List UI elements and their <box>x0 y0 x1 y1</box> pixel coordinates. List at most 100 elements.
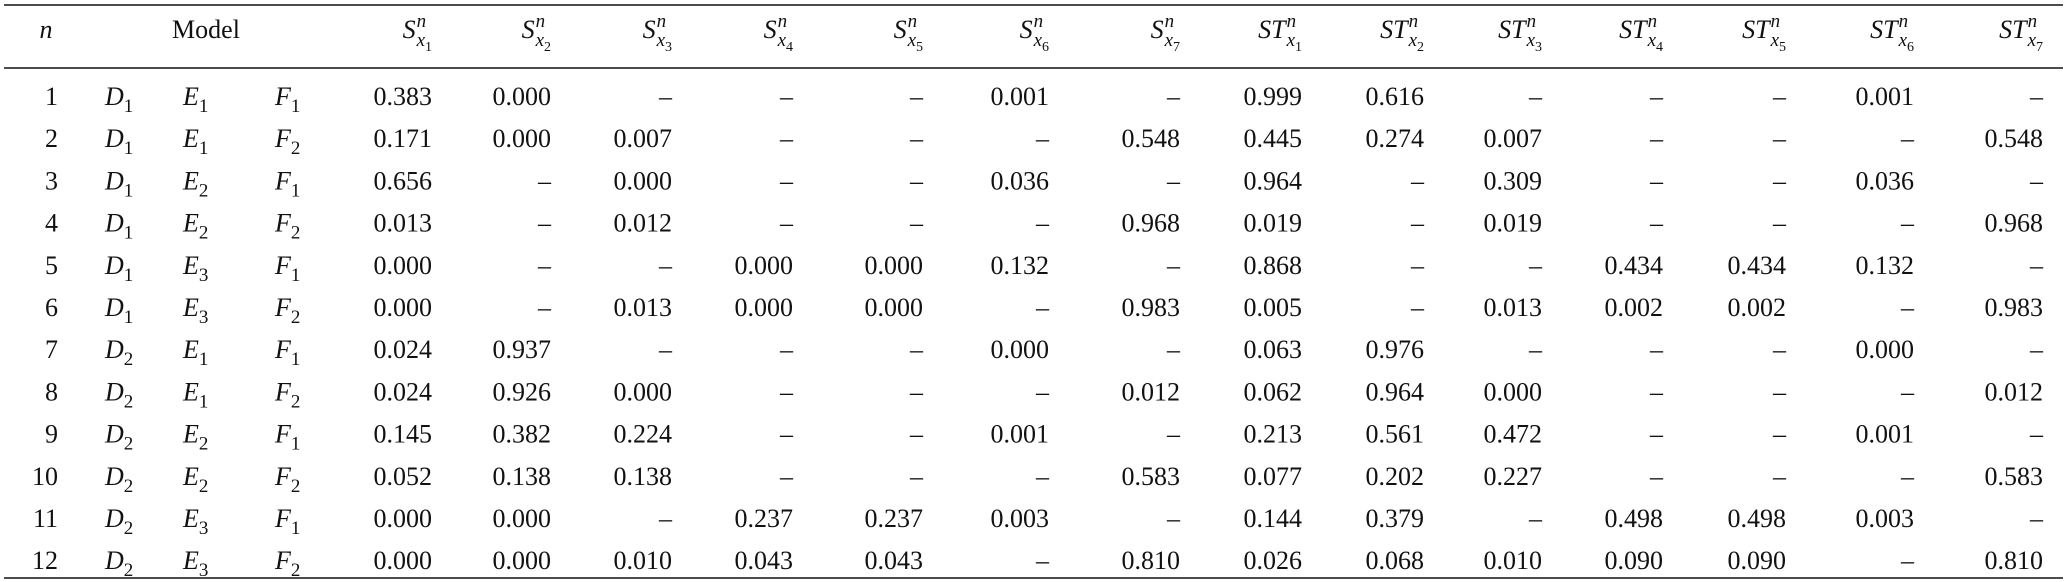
cell-value: – <box>779 209 794 238</box>
model-letter: E <box>182 124 199 153</box>
model-part: F2 <box>274 462 300 497</box>
model-letter: F <box>274 209 292 238</box>
cell-value: 0.000 <box>493 504 552 533</box>
header-subscript: x1 <box>416 30 432 55</box>
row-n: 12 <box>32 546 58 575</box>
cell-value: – <box>1528 251 1543 280</box>
cell-value: 0.000 <box>865 251 924 280</box>
cell-value: – <box>2029 504 2044 533</box>
cell-value: 0.000 <box>1856 335 1915 364</box>
cell-value: 0.043 <box>865 546 924 575</box>
model-part: F2 <box>274 377 300 412</box>
cell-value: 0.001 <box>1856 82 1915 111</box>
cell-value: 0.062 <box>1244 377 1303 406</box>
header-base: S <box>894 15 907 44</box>
model-letter: D <box>104 209 124 238</box>
cell-value: 0.001 <box>991 420 1050 449</box>
cell-value: 0.968 <box>1122 209 1181 238</box>
model-subscript: 1 <box>291 180 301 201</box>
model-letter: E <box>182 293 199 322</box>
cell-value: 0.000 <box>374 504 433 533</box>
cell-value: – <box>1772 209 1787 238</box>
cell-value: 0.171 <box>374 124 433 153</box>
subscript-var: x <box>777 30 787 51</box>
header-n: n <box>40 15 53 44</box>
cell-value: – <box>1166 166 1181 195</box>
model-letter: E <box>182 377 199 406</box>
model-subscript: 2 <box>291 391 301 412</box>
model-part: D1 <box>104 166 133 201</box>
cell-value: – <box>779 420 794 449</box>
header-base: ST <box>1870 15 1899 44</box>
cell-value: 0.868 <box>1244 251 1303 280</box>
cell-value: 0.445 <box>1244 124 1303 153</box>
header-subscript: x2 <box>535 30 551 55</box>
model-letter: E <box>182 546 199 575</box>
cell-value: – <box>779 166 794 195</box>
cell-value: – <box>1410 209 1425 238</box>
header-subscript: x3 <box>656 30 672 55</box>
model-subscript: 2 <box>124 518 134 539</box>
row-n: 5 <box>45 251 58 280</box>
model-part: D2 <box>104 420 133 455</box>
model-letter: F <box>274 251 292 280</box>
cell-value: – <box>1900 293 1915 322</box>
cell-value: – <box>779 462 794 491</box>
model-subscript: 2 <box>199 476 209 497</box>
model-letter: E <box>182 166 199 195</box>
model-part: E1 <box>182 335 208 370</box>
cell-value: 0.237 <box>865 504 924 533</box>
cell-value: – <box>1528 335 1543 364</box>
cell-value: – <box>779 377 794 406</box>
cell-value: 0.937 <box>493 335 552 364</box>
model-subscript: 1 <box>199 391 209 412</box>
header-superscript: n <box>1648 11 1658 32</box>
model-subscript: 1 <box>291 349 301 370</box>
subscript-var: x <box>1526 30 1536 51</box>
subscript-var: x <box>1898 30 1908 51</box>
cell-value: 0.026 <box>1244 546 1303 575</box>
cell-value: – <box>2029 166 2044 195</box>
cell-value: 0.202 <box>1366 462 1425 491</box>
header-subscript: x4 <box>777 30 793 55</box>
model-letter: F <box>274 462 292 491</box>
model-part: E1 <box>182 377 208 412</box>
model-letter: F <box>274 377 292 406</box>
cell-value: – <box>779 82 794 111</box>
subscript-index: 2 <box>544 40 551 55</box>
header-superscript: n <box>1771 11 1781 32</box>
cell-value: 0.036 <box>991 166 1050 195</box>
cell-value: – <box>909 166 924 195</box>
cell-value: 0.001 <box>991 82 1050 111</box>
cell-value: 0.616 <box>1366 82 1425 111</box>
model-part: F1 <box>274 504 300 539</box>
model-part: D1 <box>104 293 133 328</box>
subscript-var: x <box>656 30 666 51</box>
cell-value: 0.227 <box>1484 462 1543 491</box>
model-subscript: 1 <box>199 96 209 117</box>
cell-value: 0.810 <box>1122 546 1181 575</box>
cell-value: 0.007 <box>1484 124 1543 153</box>
header-superscript: n <box>1287 11 1297 32</box>
model-part: E2 <box>182 462 208 497</box>
model-part: D2 <box>104 377 133 412</box>
cell-value: – <box>1772 82 1787 111</box>
subscript-index: 1 <box>425 40 432 55</box>
cell-value: – <box>1035 124 1050 153</box>
cell-value: 0.434 <box>1728 251 1787 280</box>
subscript-var: x <box>535 30 545 51</box>
header-model: Model <box>172 15 240 44</box>
model-letter: E <box>182 209 199 238</box>
cell-value: – <box>779 124 794 153</box>
row-n: 4 <box>45 209 58 238</box>
cell-value: 0.002 <box>1728 293 1787 322</box>
header-superscript: n <box>536 11 546 32</box>
header-base: ST <box>1498 15 1527 44</box>
cell-value: – <box>1166 420 1181 449</box>
cell-value: 0.000 <box>493 124 552 153</box>
header-base: ST <box>1999 15 2028 44</box>
cell-value: – <box>658 504 673 533</box>
header-base: S <box>403 15 416 44</box>
model-letter: D <box>104 251 124 280</box>
